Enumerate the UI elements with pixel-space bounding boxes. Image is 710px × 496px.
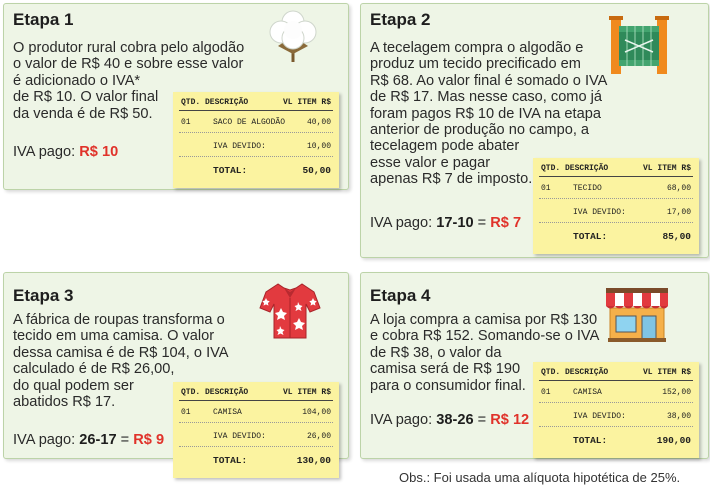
receipt-qtd: 01: [181, 408, 191, 417]
receipt-header-qtd: QTD.: [541, 164, 561, 173]
receipt-total-value: 50,00: [302, 165, 331, 176]
step-title-4: Etapa 4: [370, 286, 431, 305]
step-title-1: Etapa 1: [13, 10, 74, 29]
receipt-header-value: VL ITEM R$: [282, 98, 331, 107]
receipt-total-value: 85,00: [662, 231, 691, 242]
iva-paid-4: IVA pago: 38-26 = R$ 12: [370, 412, 530, 428]
iva-calc: 26-17: [79, 432, 117, 448]
receipt-total-value: 190,00: [656, 435, 691, 446]
receipt-iva-label: IVA DEVIDO:: [573, 208, 626, 217]
receipt-header-desc: DESCRIÇÃO: [205, 98, 249, 107]
iva-calc: 38-26: [436, 412, 474, 428]
iva-paid-label: IVA pago:: [13, 144, 80, 160]
receipt-header-desc: DESCRIÇÃO: [205, 388, 249, 397]
receipt-iva-value: 10,00: [306, 142, 331, 151]
fabric-icon: [605, 16, 673, 76]
receipt-total-label: TOTAL:: [573, 435, 608, 446]
receipt-total-label: TOTAL:: [213, 165, 248, 176]
receipt-item: TECIDO: [573, 184, 602, 193]
receipt-iva-label: IVA DEVIDO:: [213, 142, 266, 151]
receipt-4: QTD. DESCRIÇÃO VL ITEM R$ 01 CAMISA 152,…: [533, 362, 699, 458]
iva-paid-3: IVA pago: 26-17 = R$ 9: [13, 432, 165, 448]
receipt-iva-label: IVA DEVIDO:: [573, 412, 626, 421]
receipt-total-label: TOTAL:: [213, 455, 248, 466]
receipt-total-label: TOTAL:: [573, 231, 608, 242]
iva-paid-1: IVA pago: R$ 10: [13, 144, 118, 160]
receipt-item-value: 152,00: [662, 388, 691, 397]
receipt-header-qtd: QTD.: [181, 98, 201, 107]
shirt-icon: [258, 278, 322, 342]
receipt-3: QTD. DESCRIÇÃO VL ITEM R$ 01 CAMISA 104,…: [173, 382, 339, 478]
store-icon: [604, 288, 670, 342]
receipt-header-value: VL ITEM R$: [282, 388, 331, 397]
step-title-2: Etapa 2: [370, 10, 431, 29]
footnote: Obs.: Foi usada uma alíquota hipotética …: [399, 470, 681, 485]
receipt-item-value: 104,00: [302, 408, 331, 417]
step-title-3: Etapa 3: [13, 286, 74, 305]
step-text-2: A tecelagem compra o algodão e produz um…: [370, 40, 608, 188]
receipt-total-value: 130,00: [296, 455, 331, 466]
cotton-icon: [264, 8, 322, 62]
receipt-item-value: 40,00: [306, 118, 331, 127]
receipt-header-qtd: QTD.: [541, 368, 561, 377]
receipt-item-value: 68,00: [666, 184, 691, 193]
receipt-header-desc: DESCRIÇÃO: [565, 164, 609, 173]
receipt-item: SACO DE ALGODÃO: [213, 118, 286, 127]
step-text-4: A loja compra a camisa por R$ 130 e cobr…: [370, 312, 600, 394]
step-text-1: O produtor rural cobra pelo algodão o va…: [13, 40, 245, 122]
receipt-qtd: 01: [541, 388, 551, 397]
receipt-header-desc: DESCRIÇÃO: [565, 368, 609, 377]
iva-paid-label: IVA pago:: [370, 412, 437, 428]
iva-calc: 17-10: [436, 215, 474, 231]
iva-paid-value: R$ 7: [490, 215, 522, 231]
receipt-header-value: VL ITEM R$: [642, 368, 691, 377]
iva-paid-label: IVA pago:: [370, 215, 437, 231]
iva-paid-label: IVA pago:: [13, 432, 80, 448]
receipt-item: CAMISA: [573, 388, 602, 397]
step-text-3: A fábrica de roupas transforma o tecido …: [13, 312, 229, 411]
receipt-iva-value: 38,00: [666, 412, 691, 421]
iva-paid-value: R$ 9: [133, 432, 165, 448]
iva-paid-value: R$ 10: [79, 144, 119, 160]
receipt-iva-value: 26,00: [306, 432, 331, 441]
receipt-header-qtd: QTD.: [181, 388, 201, 397]
receipt-header-value: VL ITEM R$: [642, 164, 691, 173]
receipt-2: QTD. DESCRIÇÃO VL ITEM R$ 01 TECIDO 68,0…: [533, 158, 699, 254]
receipt-1: QTD. DESCRIÇÃO VL ITEM R$ 01 SACO DE ALG…: [173, 92, 339, 188]
iva-paid-2: IVA pago: 17-10 = R$ 7: [370, 215, 522, 231]
receipt-iva-value: 17,00: [666, 208, 691, 217]
receipt-iva-label: IVA DEVIDO:: [213, 432, 266, 441]
receipt-item: CAMISA: [213, 408, 242, 417]
receipt-qtd: 01: [181, 118, 191, 127]
iva-paid-value: R$ 12: [490, 412, 530, 428]
receipt-qtd: 01: [541, 184, 551, 193]
